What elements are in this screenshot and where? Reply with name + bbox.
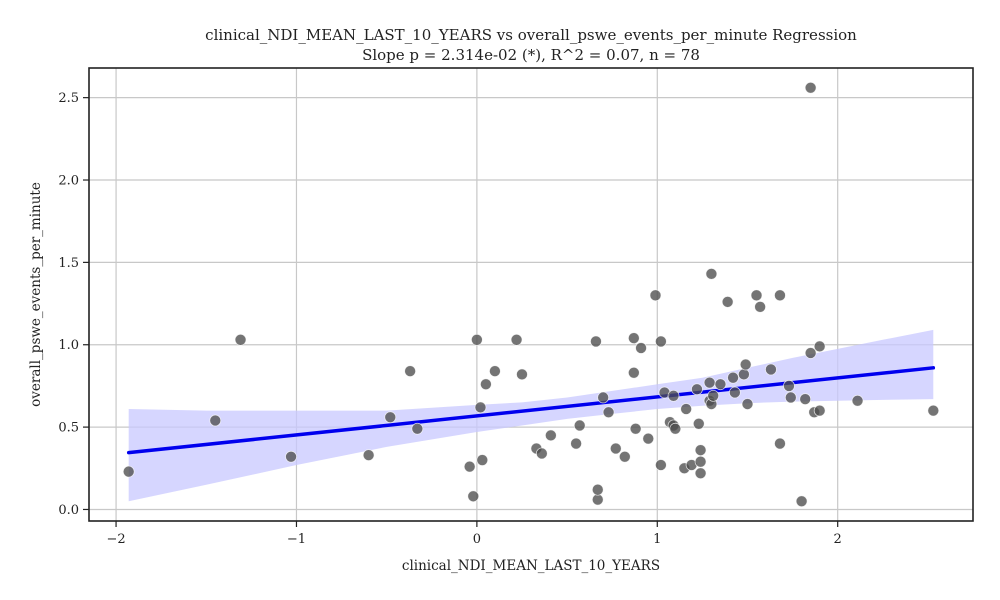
regression-line [126, 366, 936, 455]
scatter-point [602, 406, 615, 419]
scatter-point [707, 389, 720, 402]
scatter-point [516, 368, 528, 381]
scatter-point [629, 422, 642, 435]
scatter-point [474, 401, 487, 414]
scatter-point [649, 289, 662, 302]
scatter-point [609, 442, 622, 455]
y-tick-label: 0.5 [58, 421, 79, 436]
scatter-point [591, 493, 604, 506]
scatter-point [590, 335, 602, 348]
x-tick-label: 1 [653, 532, 661, 547]
scatter-point [510, 333, 523, 346]
x-tick-label: 2 [834, 532, 842, 547]
scatter-point [729, 386, 741, 399]
scatter-point [774, 437, 786, 450]
x-tick-label: 0 [473, 532, 481, 547]
y-tick-label: 1.5 [58, 256, 79, 271]
x-axis-ticks: −2 −1 0 1 2 [106, 521, 842, 547]
scatter-points [122, 81, 940, 508]
scatter-point [799, 393, 812, 405]
y-axis-label: overall_pswe_events_per_minute [28, 182, 44, 407]
scatter-point [680, 403, 693, 415]
scatter-point [467, 490, 480, 503]
scatter-point [783, 380, 795, 392]
scatter-point [813, 340, 826, 353]
y-axis-ticks: 0.0 0.5 1.0 1.5 2.0 2.5 [58, 91, 89, 518]
scatter-point [765, 363, 777, 376]
scatter-point [618, 450, 631, 463]
scatter-point [813, 404, 826, 417]
scatter-point [703, 376, 716, 389]
scatter-point [691, 383, 703, 396]
scatter-point [750, 289, 763, 302]
y-tick-label: 1.0 [58, 338, 79, 353]
scatter-point [635, 342, 647, 354]
scatter-point [705, 268, 718, 280]
scatter-point [234, 333, 247, 346]
y-tick-label: 0.0 [58, 503, 79, 518]
scatter-point [669, 422, 682, 435]
scatter-point [362, 449, 375, 461]
scatter-point [692, 417, 705, 430]
scatter-point [694, 455, 707, 468]
scatter-point [122, 465, 135, 478]
regression-line-layer [126, 366, 936, 455]
scatter-point [655, 335, 667, 348]
scatter-point [642, 432, 655, 445]
x-tick-label: −2 [106, 532, 125, 547]
scatter-point [411, 422, 424, 435]
scatter-point [480, 378, 492, 391]
scatter-point [694, 444, 707, 457]
scatter-point [476, 454, 489, 466]
scatter-point [667, 389, 680, 402]
scatter-point [774, 289, 786, 302]
scatter-point [927, 404, 940, 417]
scatter-point [738, 368, 750, 381]
scatter-point [739, 358, 752, 371]
x-tick-label: −1 [287, 532, 306, 547]
x-axis-label: clinical_NDI_MEAN_LAST_10_YEARS [402, 558, 660, 574]
scatter-point [535, 447, 548, 460]
plot-frame [88, 67, 974, 522]
scatter-point [694, 467, 707, 480]
scatter-point [489, 365, 501, 377]
scatter-point [209, 414, 222, 427]
scatter-point [754, 301, 766, 313]
scatter-point [384, 411, 397, 424]
scatter-point [591, 483, 604, 496]
scatter-point [655, 459, 667, 471]
scatter-point [597, 391, 610, 404]
chart-subtitle: Slope p = 2.314e-02 (*), R^2 = 0.07, n =… [362, 46, 700, 64]
scatter-point [570, 437, 582, 450]
scatter-point [285, 450, 297, 463]
scatter-point [804, 81, 817, 94]
chart-title: clinical_NDI_MEAN_LAST_10_YEARS vs overa… [205, 26, 857, 44]
scatter-point [721, 296, 734, 308]
scatter-point [463, 460, 476, 473]
y-tick-label: 2.5 [58, 91, 79, 106]
scatter-point [627, 332, 640, 345]
scatter-point [741, 398, 754, 410]
scatter-point [404, 365, 416, 377]
scatter-point [471, 333, 483, 346]
scatter-point [795, 495, 808, 508]
scatter-point [714, 378, 727, 391]
scatter-point [573, 419, 586, 432]
scatter-point [851, 394, 864, 407]
scatter-point [804, 347, 817, 359]
scatter-point [544, 429, 557, 442]
scatter-point [727, 371, 739, 384]
scatter-point [784, 391, 797, 404]
scatter-point [627, 366, 640, 379]
y-tick-label: 2.0 [58, 174, 79, 189]
